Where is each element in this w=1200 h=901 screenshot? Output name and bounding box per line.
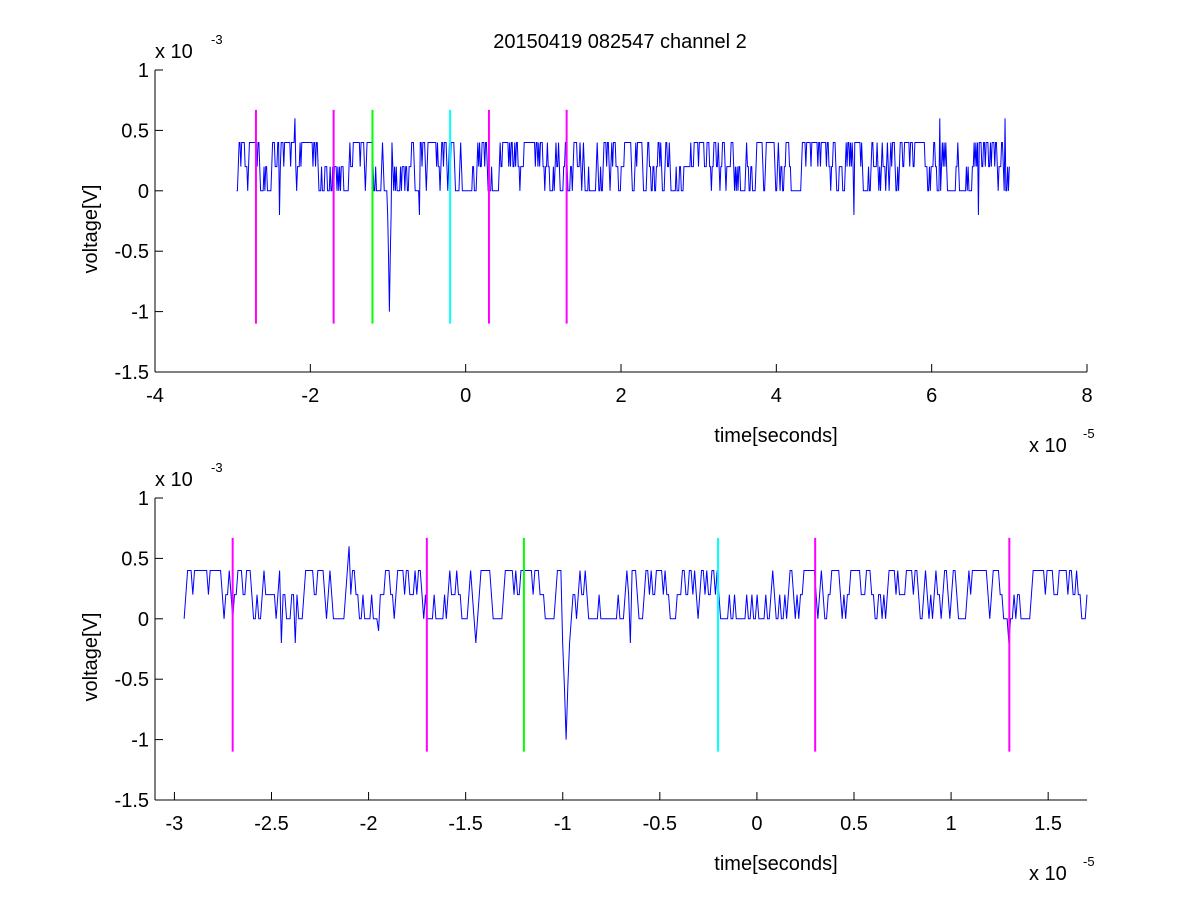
y-tick-label: 0 <box>138 609 149 631</box>
y-tick-label: 0.5 <box>121 120 149 142</box>
x-exponent-label: x 10 <box>1029 435 1067 457</box>
x-exponent-power: -5 <box>1083 854 1095 869</box>
x-tick-label: 1 <box>946 813 957 835</box>
y-axis-label: voltage[V] <box>80 613 102 702</box>
x-tick-label: 2 <box>615 385 626 407</box>
signal-trace <box>183 546 1088 740</box>
x-tick-label: -0.5 <box>643 813 677 835</box>
x-tick-label: -2.5 <box>254 813 288 835</box>
y-tick-label: -0.5 <box>115 669 149 691</box>
y-exponent-power: -3 <box>211 460 223 475</box>
y-exponent-power: -3 <box>211 32 223 47</box>
y-tick-label: 1 <box>138 488 149 510</box>
y-tick-label: -1 <box>131 730 149 752</box>
plot-bottom: -3 -2.5 -2 -1.5 -1 -0.5 0 0.5 1 1.5 -1.5 -1 -0.5 0 0.5… <box>80 460 1095 885</box>
plot-top: -4 -2 0 2 4 6 8 -1.5 -1 -0.5 0 0.5 1 x 10 -3 x 10 -5 time… <box>80 32 1095 457</box>
x-tick-label: -4 <box>146 385 164 407</box>
x-tick-label: 1.5 <box>1034 813 1062 835</box>
x-tick-label: -1.5 <box>448 813 482 835</box>
x-tick-label: 6 <box>926 385 937 407</box>
x-tick-label: -1 <box>554 813 572 835</box>
signal-trace <box>236 118 1010 312</box>
x-tick-label: -2 <box>301 385 319 407</box>
y-tick-label: 0 <box>138 181 149 203</box>
y-tick-label: 0.5 <box>121 548 149 570</box>
x-axis-label: time[seconds] <box>714 425 837 447</box>
x-tick-label: 0.5 <box>840 813 868 835</box>
x-exponent-power: -5 <box>1083 426 1095 441</box>
x-tick-label: -2 <box>360 813 378 835</box>
y-tick-label: -1.5 <box>115 362 149 384</box>
figure-title: 20150419 082547 channel 2 <box>493 31 747 53</box>
y-exponent-label: x 10 <box>155 41 193 63</box>
y-tick-label: -0.5 <box>115 241 149 263</box>
x-tick-label: 0 <box>751 813 762 835</box>
y-tick-label: -1 <box>131 302 149 324</box>
x-axis-label: time[seconds] <box>714 853 837 875</box>
y-tick-label: -1.5 <box>115 790 149 812</box>
x-tick-label: 8 <box>1081 385 1092 407</box>
x-tick-label: 0 <box>460 385 471 407</box>
y-tick-label: 1 <box>138 60 149 82</box>
y-exponent-label: x 10 <box>155 469 193 491</box>
x-exponent-label: x 10 <box>1029 863 1067 885</box>
y-axis-label: voltage[V] <box>80 185 102 274</box>
x-tick-label: 4 <box>771 385 782 407</box>
x-tick-label: -3 <box>166 813 184 835</box>
